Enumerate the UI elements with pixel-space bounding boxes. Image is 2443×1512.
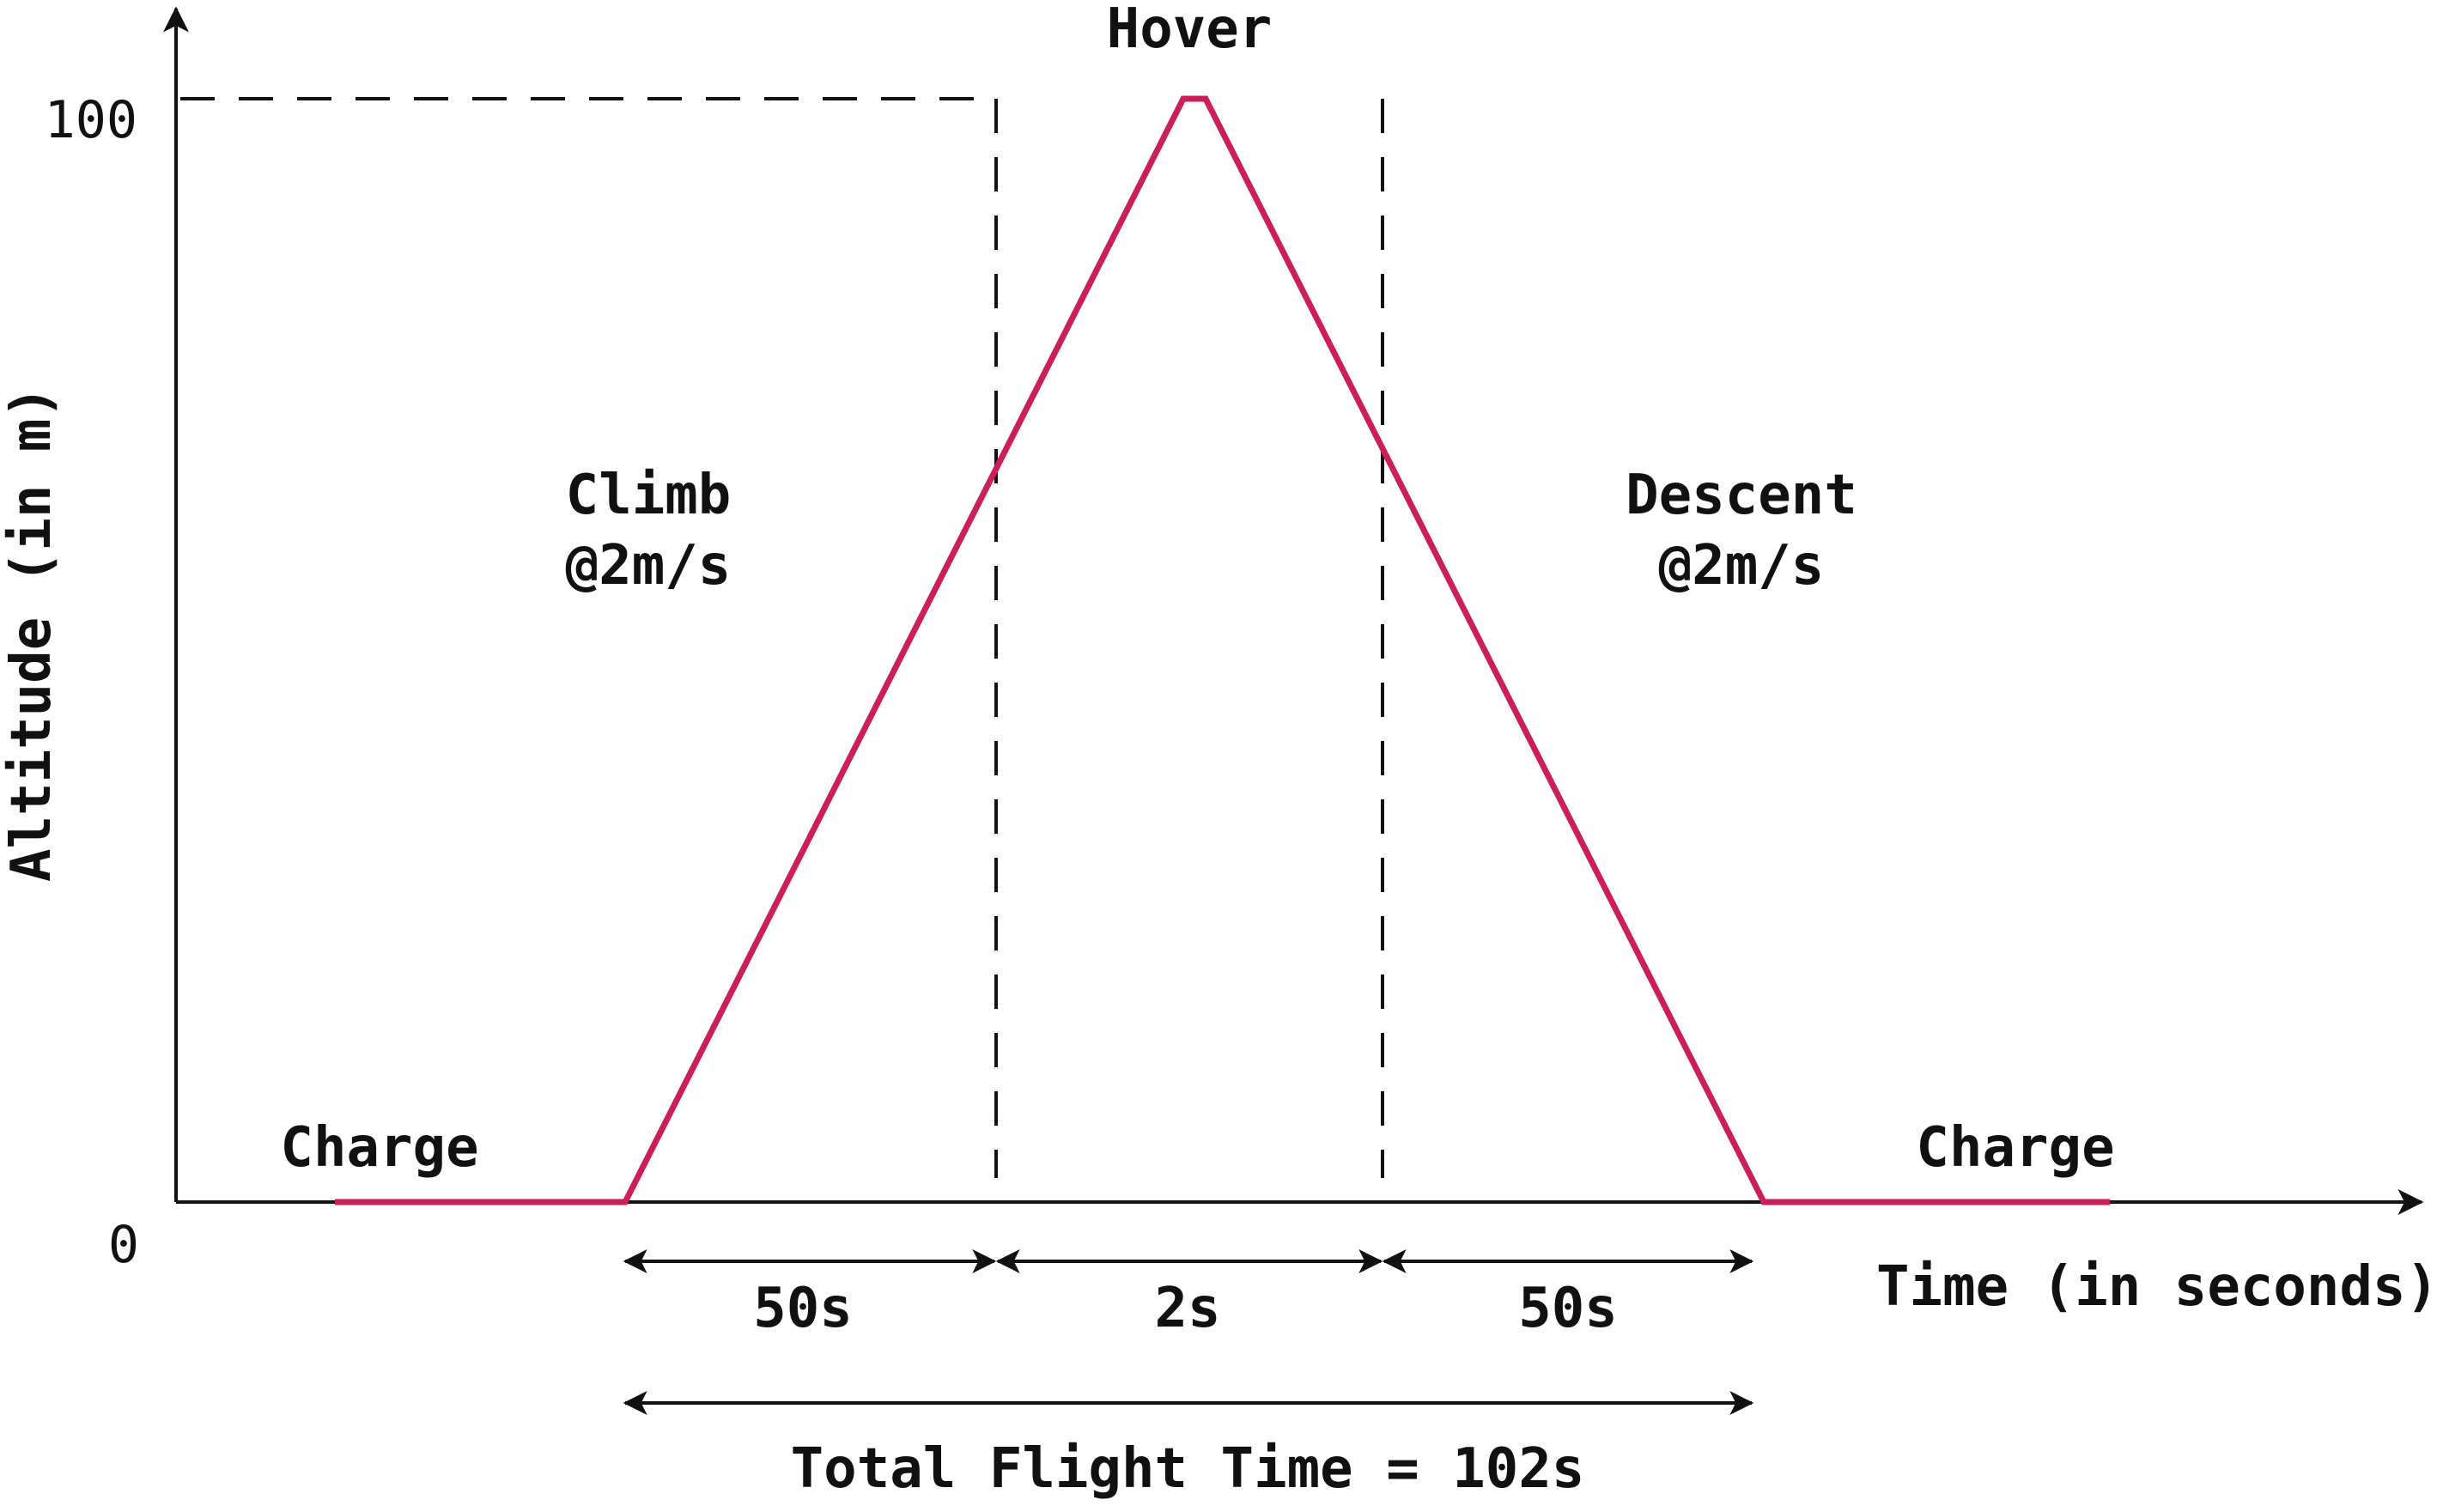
climb-label: Climb bbox=[566, 464, 732, 527]
charge-left-label: Charge bbox=[280, 1116, 478, 1180]
altitude-profile-line bbox=[335, 95, 2110, 1205]
total-flight-time-label: Total Flight Time = 102s bbox=[791, 1437, 1585, 1501]
y-tick-0: 0 bbox=[108, 1215, 139, 1275]
y-axis-label: Altitude (in m) bbox=[0, 386, 64, 882]
hover-label: Hover bbox=[1107, 0, 1273, 61]
charge-right-label: Charge bbox=[1916, 1116, 2114, 1180]
hover-duration-label: 2s bbox=[1154, 1277, 1220, 1340]
climb-duration-label: 50s bbox=[753, 1277, 853, 1340]
x-axis-label: Time (in seconds) bbox=[1876, 1255, 2439, 1319]
descent-duration-label: 50s bbox=[1518, 1277, 1618, 1340]
descent-rate-label: @2m/s bbox=[1659, 534, 1825, 598]
y-tick-100: 100 bbox=[45, 90, 137, 150]
climb-rate-label: @2m/s bbox=[566, 534, 732, 598]
descent-label: Descent bbox=[1626, 464, 1857, 527]
